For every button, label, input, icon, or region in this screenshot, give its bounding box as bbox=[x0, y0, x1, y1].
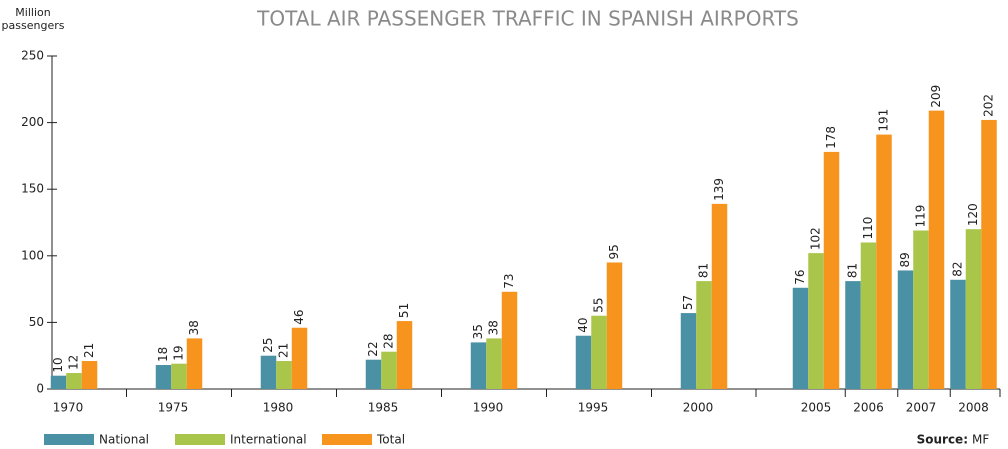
bar bbox=[792, 287, 809, 389]
bar bbox=[950, 279, 966, 389]
source: MF bbox=[972, 433, 989, 447]
value-label: 18 bbox=[156, 347, 170, 362]
bar bbox=[66, 373, 82, 389]
bar bbox=[171, 363, 187, 389]
value-label: 120 bbox=[966, 203, 980, 226]
bar bbox=[696, 281, 712, 389]
value-label: 40 bbox=[576, 317, 590, 332]
bar bbox=[381, 351, 397, 389]
value-label: 209 bbox=[929, 85, 943, 108]
value-label: 89 bbox=[898, 252, 912, 267]
bar bbox=[897, 270, 914, 389]
bar bbox=[81, 361, 98, 389]
legend-swatch bbox=[44, 434, 94, 445]
value-label: 21 bbox=[277, 343, 291, 358]
bar bbox=[486, 338, 502, 389]
value-label: 55 bbox=[592, 297, 606, 312]
x-tick-label: 1970 bbox=[53, 401, 84, 415]
legend-label: International bbox=[230, 433, 307, 447]
value-label: 202 bbox=[982, 94, 996, 117]
bar bbox=[365, 359, 382, 389]
y-tick-label: 200 bbox=[21, 115, 44, 129]
bar bbox=[575, 335, 592, 389]
bar bbox=[50, 375, 67, 389]
x-tick-label: 2008 bbox=[958, 401, 989, 415]
value-label: 19 bbox=[172, 345, 186, 360]
bar bbox=[680, 313, 697, 389]
value-label: 95 bbox=[607, 244, 621, 259]
bar bbox=[470, 342, 487, 389]
value-label: 46 bbox=[292, 309, 306, 324]
x-tick-label: 2000 bbox=[683, 401, 714, 415]
value-label: 57 bbox=[681, 295, 695, 310]
value-label: 110 bbox=[861, 217, 875, 240]
value-label: 81 bbox=[846, 263, 860, 278]
value-label: 82 bbox=[951, 261, 965, 276]
bar bbox=[155, 365, 172, 389]
bar bbox=[591, 315, 607, 389]
x-tick-label: 2006 bbox=[853, 401, 884, 415]
value-label: 38 bbox=[487, 320, 501, 335]
bar bbox=[501, 291, 518, 389]
bar bbox=[913, 230, 929, 389]
value-label: 38 bbox=[187, 320, 201, 335]
value-label: 76 bbox=[793, 269, 807, 284]
bar bbox=[823, 151, 840, 389]
y-tick-label: 0 bbox=[36, 382, 44, 396]
x-tick-label: 2007 bbox=[906, 401, 937, 415]
x-tick-label: 1975 bbox=[158, 401, 189, 415]
y-tick-label: 100 bbox=[21, 248, 44, 262]
y-tick-label: 150 bbox=[21, 182, 44, 196]
x-tick-label: 1980 bbox=[263, 401, 294, 415]
chart-title: TOTAL AIR PASSENGER TRAFFIC IN SPANISH A… bbox=[256, 7, 799, 31]
bar bbox=[291, 327, 308, 389]
bar bbox=[396, 321, 413, 389]
legend-swatch bbox=[175, 434, 225, 445]
value-label: 119 bbox=[914, 205, 928, 228]
source-label: Source: bbox=[917, 433, 968, 447]
value-label: 25 bbox=[261, 337, 275, 352]
value-label: 21 bbox=[82, 343, 96, 358]
value-label: 81 bbox=[697, 263, 711, 278]
value-label: 28 bbox=[382, 333, 396, 348]
value-label: 191 bbox=[877, 109, 891, 132]
value-label: 51 bbox=[397, 303, 411, 318]
bar bbox=[808, 253, 824, 389]
x-tick-label: 2005 bbox=[801, 401, 832, 415]
bar bbox=[860, 242, 877, 389]
x-tick-label: 1990 bbox=[473, 401, 504, 415]
x-tick-label: 1985 bbox=[368, 401, 399, 415]
bar bbox=[965, 229, 982, 389]
legend-label: National bbox=[99, 433, 149, 447]
value-label: 139 bbox=[712, 178, 726, 201]
value-label: 102 bbox=[809, 227, 823, 250]
value-label: 73 bbox=[502, 273, 516, 288]
bar bbox=[606, 262, 623, 389]
x-tick-label: 1995 bbox=[578, 401, 609, 415]
bar bbox=[186, 338, 203, 389]
value-label: 12 bbox=[67, 355, 81, 370]
legend-label: Total bbox=[376, 433, 405, 447]
bar bbox=[981, 119, 997, 389]
bar bbox=[928, 110, 945, 389]
value-label: 22 bbox=[366, 341, 380, 356]
y-axis-label: Million passengers bbox=[1, 6, 65, 32]
bar bbox=[711, 203, 728, 389]
bar bbox=[845, 281, 861, 389]
value-label: 35 bbox=[471, 324, 485, 339]
y-tick-label: 50 bbox=[29, 315, 44, 329]
value-label: 10 bbox=[51, 357, 65, 372]
legend-swatch bbox=[322, 434, 372, 445]
bar bbox=[276, 361, 292, 389]
bar bbox=[876, 134, 892, 389]
y-tick-label: 250 bbox=[21, 49, 44, 63]
bar bbox=[260, 355, 277, 389]
value-label: 178 bbox=[824, 126, 838, 149]
